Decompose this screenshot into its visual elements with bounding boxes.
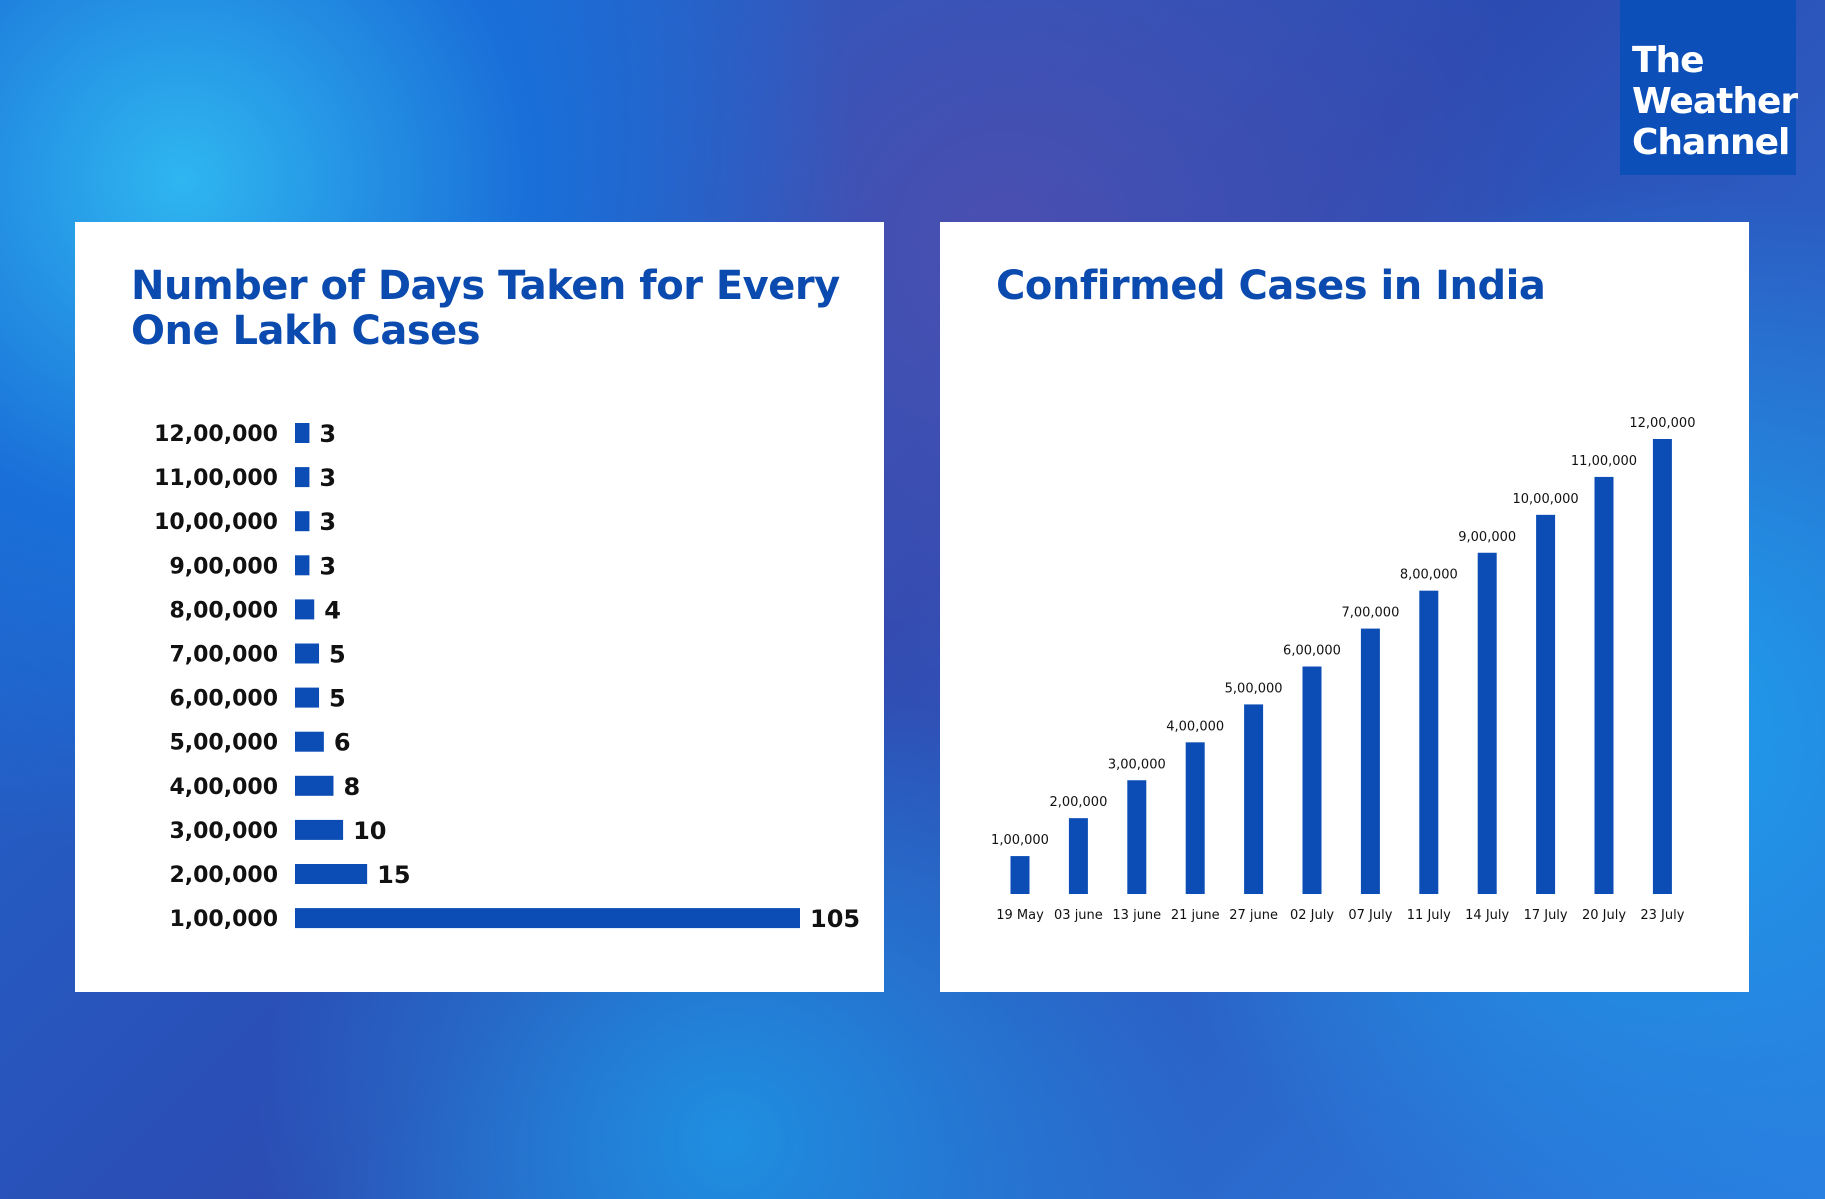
value-label: 5 (329, 641, 346, 669)
bar (1419, 590, 1439, 894)
value-label: 3 (319, 552, 336, 580)
bar (1127, 780, 1147, 894)
value-label: 5 (329, 685, 346, 713)
category-label: 20 July (1582, 908, 1626, 923)
value-label: 3 (319, 420, 336, 448)
value-label: 7,00,000 (1341, 606, 1399, 621)
value-label: 10 (353, 817, 386, 845)
category-label: 8,00,000 (169, 598, 278, 623)
chart-title: Number of Days Taken for Every One Lakh … (131, 264, 840, 354)
category-label: 27 june (1229, 908, 1278, 923)
category-label: 10,00,000 (154, 510, 278, 535)
category-label: 6,00,000 (169, 687, 278, 712)
bar (295, 423, 310, 443)
value-label: 4 (324, 596, 341, 624)
chart-title: Confirmed Cases in India (996, 263, 1546, 309)
title-line: One Lakh Cases (131, 308, 481, 354)
weather-channel-logo: The Weather Channel (1620, 0, 1798, 175)
value-label: 9,00,000 (1458, 530, 1516, 545)
category-label: 9,00,000 (169, 554, 278, 579)
value-label: 15 (377, 861, 410, 889)
value-label: 8,00,000 (1400, 568, 1458, 583)
logo-line: The (1632, 40, 1705, 81)
bar (1594, 476, 1614, 894)
value-label: 3,00,000 (1108, 757, 1166, 772)
category-label: 1,00,000 (169, 907, 278, 932)
category-label: 3,00,000 (169, 819, 278, 844)
confirmed-cases-chart-panel: Confirmed Cases in India 1,00,000 19 May 2… (940, 222, 1749, 992)
value-label: 6 (334, 729, 351, 757)
value-label: 2,00,000 (1049, 795, 1107, 810)
value-label: 10,00,000 (1513, 492, 1579, 507)
category-label: 07 July (1348, 908, 1392, 923)
bar (1068, 818, 1088, 894)
category-label: 13 june (1112, 908, 1161, 923)
category-label: 5,00,000 (169, 731, 278, 756)
category-label: 02 July (1290, 908, 1334, 923)
category-label: 2,00,000 (169, 863, 278, 888)
category-label: 12,00,000 (154, 422, 278, 447)
logo-line: Weather (1632, 81, 1798, 122)
value-label: 5,00,000 (1225, 681, 1283, 696)
value-label: 12,00,000 (1629, 416, 1695, 431)
value-label: 3 (319, 508, 336, 536)
cases-bar-chart: 1,00,000 19 May 2,00,000 03 june 3,00,000 13 … (991, 416, 1695, 923)
category-label: 23 July (1640, 908, 1684, 923)
bar (295, 864, 368, 884)
days-per-lakh-chart-panel: Number of Days Taken for Every One Lakh … (75, 222, 884, 992)
category-label: 11 July (1407, 908, 1451, 923)
category-label: 19 May (996, 908, 1044, 923)
bar (295, 908, 800, 929)
value-label: 8 (343, 773, 360, 801)
bar (1185, 742, 1205, 894)
bar (1010, 856, 1030, 894)
category-label: 7,00,000 (169, 643, 278, 668)
bar (295, 467, 310, 488)
bar (295, 775, 334, 796)
bar (1477, 552, 1497, 894)
value-label: 11,00,000 (1571, 454, 1637, 469)
bar (1360, 628, 1380, 894)
logo-line: Channel (1632, 122, 1790, 163)
bar (295, 599, 315, 620)
value-label: 4,00,000 (1166, 719, 1224, 734)
bar (295, 643, 320, 664)
category-label: 14 July (1465, 908, 1509, 923)
bar (1652, 439, 1672, 894)
value-label: 105 (810, 905, 860, 933)
bar (1302, 666, 1322, 894)
category-label: 03 june (1054, 908, 1103, 923)
value-label: 3 (319, 464, 336, 492)
bar (1536, 514, 1556, 894)
title-line: Number of Days Taken for Every (131, 263, 840, 309)
bar (295, 819, 344, 840)
bar (295, 555, 310, 576)
category-label: 11,00,000 (154, 466, 278, 491)
category-label: 17 July (1524, 908, 1568, 923)
bar (295, 731, 324, 752)
category-label: 21 june (1171, 908, 1220, 923)
value-label: 1,00,000 (991, 833, 1049, 848)
bar (1244, 704, 1264, 894)
category-label: 4,00,000 (169, 775, 278, 800)
days-bar-chart: 12,00,000 3 11,00,000 3 10,00,000 3 9,00,000 3 8… (154, 420, 860, 933)
bar (295, 687, 320, 708)
bar (295, 511, 310, 532)
value-label: 6,00,000 (1283, 644, 1341, 659)
